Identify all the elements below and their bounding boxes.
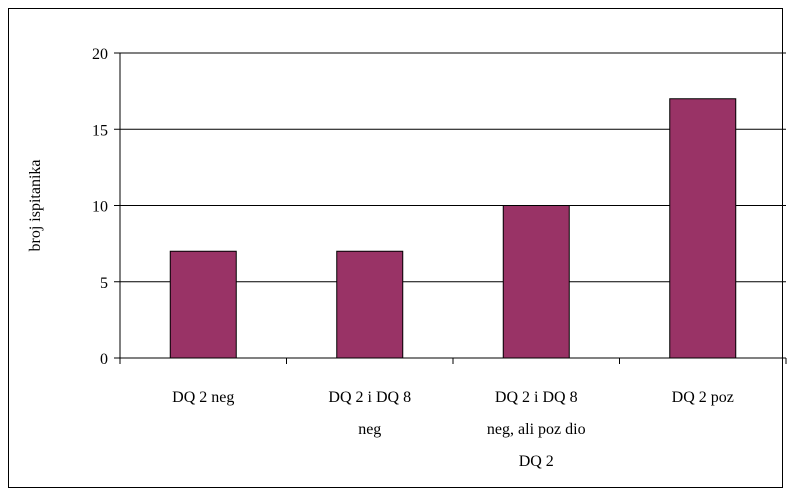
- bar-1: [169, 250, 237, 359]
- y-axis-title: broj ispitanika: [27, 160, 44, 252]
- y-tick-label-10: 10: [92, 199, 108, 216]
- chart-frame: [8, 8, 783, 488]
- x-tick-label-1: DQ 2 neg: [172, 389, 234, 406]
- axes: [114, 52, 787, 364]
- x-tick-label-3: DQ 2: [519, 453, 554, 470]
- bars: [169, 98, 737, 359]
- x-tick-labels: DQ 2 neg DQ 2 i DQ 8 neg DQ 2 i DQ 8 neg, al…: [172, 389, 734, 470]
- bar-3: [502, 205, 570, 359]
- x-tick-label-3: neg, ali poz dio: [487, 421, 586, 438]
- y-tick-label-15: 15: [92, 122, 108, 139]
- y-tick-label-5: 5: [100, 275, 108, 292]
- x-tick-label-4: DQ 2 poz: [672, 389, 734, 406]
- y-tick-label-20: 20: [92, 46, 108, 63]
- y-tick-labels: 0 5 10 15 20: [92, 46, 108, 368]
- x-tick-label-2: DQ 2 i DQ 8: [328, 389, 411, 406]
- y-tick-label-0: 0: [100, 351, 108, 368]
- bar-2: [336, 250, 404, 359]
- x-tick-label-2: neg: [358, 421, 381, 438]
- x-tick-label-3: DQ 2 i DQ 8: [495, 389, 578, 406]
- bar-4: [669, 98, 737, 359]
